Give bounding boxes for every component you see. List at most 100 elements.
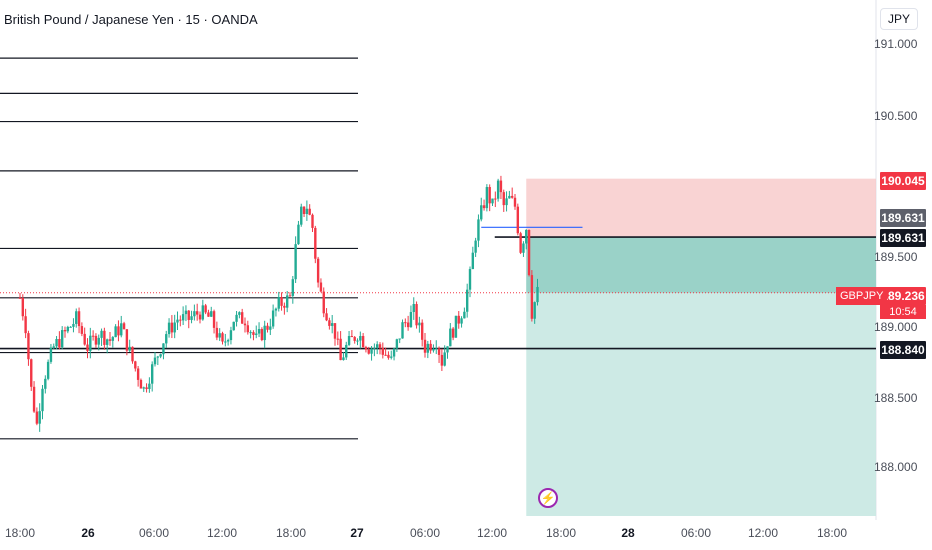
candle-body: [451, 328, 455, 338]
time-axis-label: 27: [350, 526, 364, 540]
candle-body: [409, 312, 413, 328]
candle-body: [249, 332, 252, 334]
candle-body: [432, 348, 435, 351]
candle-body: [510, 195, 514, 198]
candle-body: [179, 319, 182, 321]
candle-body: [240, 312, 244, 324]
candle-body: [224, 341, 227, 343]
candle-body: [170, 322, 174, 333]
candle-body: [156, 356, 160, 358]
candle-body: [193, 311, 196, 317]
candle-body: [125, 329, 129, 351]
candle-body: [46, 361, 50, 379]
candle-body: [148, 383, 151, 390]
chart-title: British Pound / Japanese Yen · 15 · OAND…: [4, 12, 258, 27]
candle-body: [238, 312, 241, 315]
candle-body: [55, 339, 58, 347]
candle-body: [527, 230, 531, 276]
price-axis-label: 190.500: [874, 109, 918, 123]
candle-body: [69, 326, 72, 328]
candle-body: [502, 192, 505, 206]
candle-body: [491, 198, 494, 204]
candle-body: [519, 233, 522, 253]
candle-body: [361, 336, 365, 348]
candle-body: [398, 338, 401, 340]
candle-body: [60, 330, 64, 348]
price-axis-label: 191.000: [874, 37, 918, 51]
candle-body: [114, 326, 117, 338]
candle-body: [533, 302, 536, 319]
candle-body: [280, 297, 283, 306]
candle-body: [285, 295, 289, 308]
candle-body: [41, 388, 44, 412]
candle-body: [66, 326, 70, 332]
candle-body: [91, 335, 95, 337]
price-axis-label: 188.500: [874, 391, 918, 405]
candle-body: [271, 310, 275, 327]
stop-price-tag[interactable]: 190.045: [880, 172, 926, 190]
candle-body: [465, 289, 469, 312]
candle-body: [235, 314, 238, 322]
currency-button[interactable]: JPY: [880, 8, 918, 30]
candle-body: [468, 269, 472, 290]
candle-body: [342, 357, 345, 361]
candle-body: [58, 339, 61, 348]
candle-body: [198, 314, 202, 320]
candle-body: [263, 325, 266, 341]
candle-body: [294, 244, 297, 280]
candle-body: [21, 297, 25, 317]
candle-body: [187, 310, 190, 320]
candle-body: [142, 387, 145, 389]
bar-countdown: 10:54: [880, 305, 926, 319]
target-price-tag[interactable]: 188.840: [880, 341, 926, 359]
candle-body: [381, 347, 385, 355]
candle-body: [131, 346, 134, 362]
candle-body: [162, 343, 165, 355]
candle-body: [314, 227, 317, 259]
lightning-icon[interactable]: ⚡: [538, 488, 558, 508]
candle-body: [508, 195, 511, 199]
candle-body: [474, 240, 477, 253]
candle-body: [139, 379, 143, 389]
time-axis-label: 28: [621, 526, 635, 540]
candle-body: [308, 208, 311, 215]
candle-body: [226, 340, 230, 342]
candle-body: [215, 327, 219, 338]
candle-body: [373, 347, 376, 349]
candle-body: [176, 319, 179, 323]
entry-price-tag-secondary: 189.631: [880, 209, 926, 227]
candle-body: [97, 337, 100, 345]
candle-body: [80, 326, 84, 334]
candle-body: [311, 214, 314, 228]
candle-body: [35, 411, 39, 424]
candle-body: [145, 387, 148, 390]
candle-body: [378, 344, 382, 348]
time-axis-label: 18:00: [816, 526, 848, 540]
candle-body: [274, 308, 278, 311]
candle-body: [367, 349, 370, 354]
candle-body: [297, 224, 300, 245]
candle-body: [105, 339, 109, 345]
candle-body: [229, 330, 233, 341]
candle-body: [387, 354, 390, 358]
candle-body: [494, 198, 497, 200]
candle-body: [86, 344, 89, 352]
candle-body: [471, 252, 475, 270]
candle-body: [364, 347, 368, 350]
candle-body: [390, 356, 393, 358]
candle-body: [480, 205, 483, 220]
candle-body: [32, 386, 36, 412]
time-axis-label: 18:00: [4, 526, 36, 540]
candle-body: [232, 321, 235, 331]
current-price-tag: 189.236: [880, 287, 926, 305]
candle-body: [384, 354, 387, 356]
entry-price-tag[interactable]: 189.631: [880, 229, 926, 247]
candle-body: [302, 206, 306, 215]
candle-body: [420, 322, 424, 340]
candle-body: [423, 339, 427, 353]
candle-body: [463, 311, 466, 319]
candle-body: [370, 348, 373, 354]
time-axis-label: 12:00: [476, 526, 508, 540]
